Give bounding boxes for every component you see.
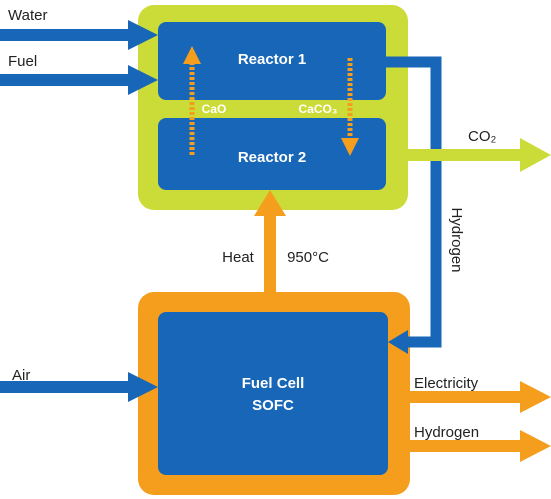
air-arrow <box>0 372 158 402</box>
reactor-1-label: Reactor 1 <box>238 51 306 68</box>
output-arrows <box>388 381 551 462</box>
fuel-cell <box>158 312 388 475</box>
heat-label: Heat <box>222 249 255 266</box>
heat-arrow <box>254 190 286 292</box>
reactor-2 <box>158 118 386 190</box>
reactor-2-label: Reactor 2 <box>238 149 306 166</box>
cao-label: CaO <box>202 102 227 116</box>
caco3-label: CaCO₃ <box>299 102 338 116</box>
fuel-cell-label: Fuel Cell <box>242 375 305 392</box>
air-label: Air <box>12 367 30 384</box>
hydrogen-label: Hydrogen <box>414 424 479 441</box>
fuel-label: Fuel <box>8 53 37 70</box>
electricity-label: Electricity <box>414 375 479 392</box>
caco3-arrow-head <box>341 138 359 156</box>
water-arrow <box>0 20 158 50</box>
co2-arrow <box>386 138 551 172</box>
water-label: Water <box>8 7 47 24</box>
reactor-1 <box>158 22 386 100</box>
temperature-label: 950°C <box>287 249 329 266</box>
fuel-arrow <box>0 65 158 95</box>
input-arrows <box>0 20 158 402</box>
hydrogen-pipe-label: Hydrogen <box>448 207 465 272</box>
electricity-arrow <box>388 381 551 413</box>
hydrogen-pipe <box>386 56 442 348</box>
hydrogen-arrow <box>388 430 551 462</box>
hydrogen-pipe-head <box>388 330 408 354</box>
cao-arrow-head <box>183 46 201 64</box>
sofc-label: SOFC <box>252 397 294 414</box>
co2-label: CO₂ <box>468 128 497 145</box>
